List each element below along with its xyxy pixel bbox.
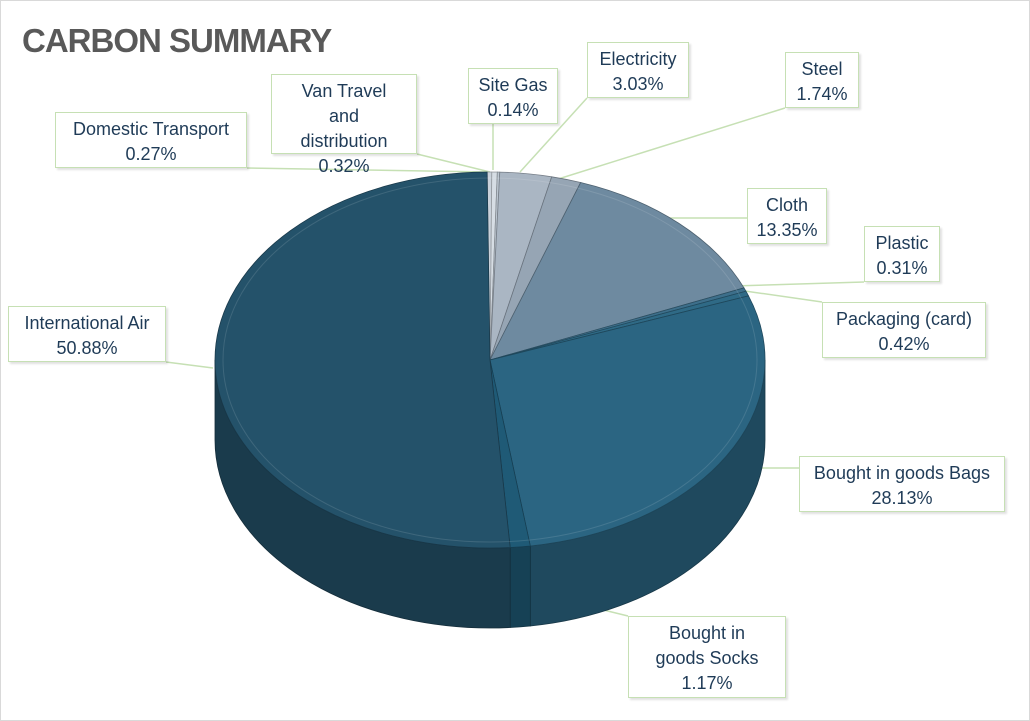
data-label-name: Electricity xyxy=(599,49,677,69)
data-label-value: 0.32% xyxy=(318,156,370,176)
data-label-value: 0.31% xyxy=(876,258,928,278)
data-label-value: 13.35% xyxy=(756,220,818,240)
leader-line-packaging-card xyxy=(737,289,823,303)
data-label-name: Site Gas xyxy=(478,75,548,95)
data-label-name: Van Travel and distribution xyxy=(300,81,388,151)
chart-title: CARBON SUMMARY xyxy=(22,22,332,59)
data-label-name: Domestic Transport xyxy=(72,119,230,139)
data-label-name: Bought in goods Bags xyxy=(813,463,991,483)
data-label-bought-in-goods-socks: Bought in goods Socks 1.17% xyxy=(628,616,786,698)
data-label-name: Plastic xyxy=(875,233,929,253)
data-label-value: 50.88% xyxy=(56,338,118,358)
data-label-value: 1.17% xyxy=(681,673,733,693)
pie-slices xyxy=(214,171,766,549)
data-label-value: 3.03% xyxy=(612,74,664,94)
leader-line-international-air xyxy=(165,361,214,369)
data-label-site-gas: Site Gas 0.14% xyxy=(468,68,558,124)
leader-line-plastic xyxy=(732,281,865,287)
data-label-name: Steel xyxy=(801,59,843,79)
data-label-van-travel-and-distribution: Van Travel and distribution 0.32% xyxy=(271,74,417,176)
data-label-name: Packaging (card) xyxy=(835,309,973,329)
data-label-value: 28.13% xyxy=(871,488,933,508)
pie-slice-bought-in-goods-bags xyxy=(489,295,766,547)
pie-rim xyxy=(222,177,758,543)
data-label-plastic: Plastic 0.31% xyxy=(864,226,940,282)
data-label-value: 0.42% xyxy=(878,334,930,354)
data-label-value: 0.27% xyxy=(125,144,177,164)
data-label-electricity: Electricity 3.03% xyxy=(587,42,689,98)
pie-slice-cloth xyxy=(489,182,745,361)
data-label-international-air: International Air 50.88% xyxy=(8,306,166,362)
pie-slice-international-air xyxy=(214,171,511,549)
data-label-value: 1.74% xyxy=(796,84,848,104)
data-label-packaging-card: Packaging (card) 0.42% xyxy=(822,302,986,358)
data-label-domestic-transport: Domestic Transport 0.27% xyxy=(55,112,247,168)
data-label-name: Bought in goods Socks xyxy=(655,623,759,668)
data-label-bought-in-goods-bags: Bought in goods Bags 28.13% xyxy=(799,456,1005,512)
data-label-cloth: Cloth 13.35% xyxy=(747,188,827,244)
leader-line-steel xyxy=(554,107,786,181)
data-label-name: Cloth xyxy=(765,195,809,215)
data-label-name: International Air xyxy=(24,313,150,333)
pie-side-bought-in-goods-socks xyxy=(509,545,531,628)
data-label-value: 0.14% xyxy=(487,100,539,120)
data-label-steel: Steel 1.74% xyxy=(785,52,859,108)
leader-line-electricity xyxy=(519,97,588,173)
leader-line-van-travel-and-distribution xyxy=(416,153,491,173)
leader-line-domestic-transport xyxy=(246,167,488,173)
